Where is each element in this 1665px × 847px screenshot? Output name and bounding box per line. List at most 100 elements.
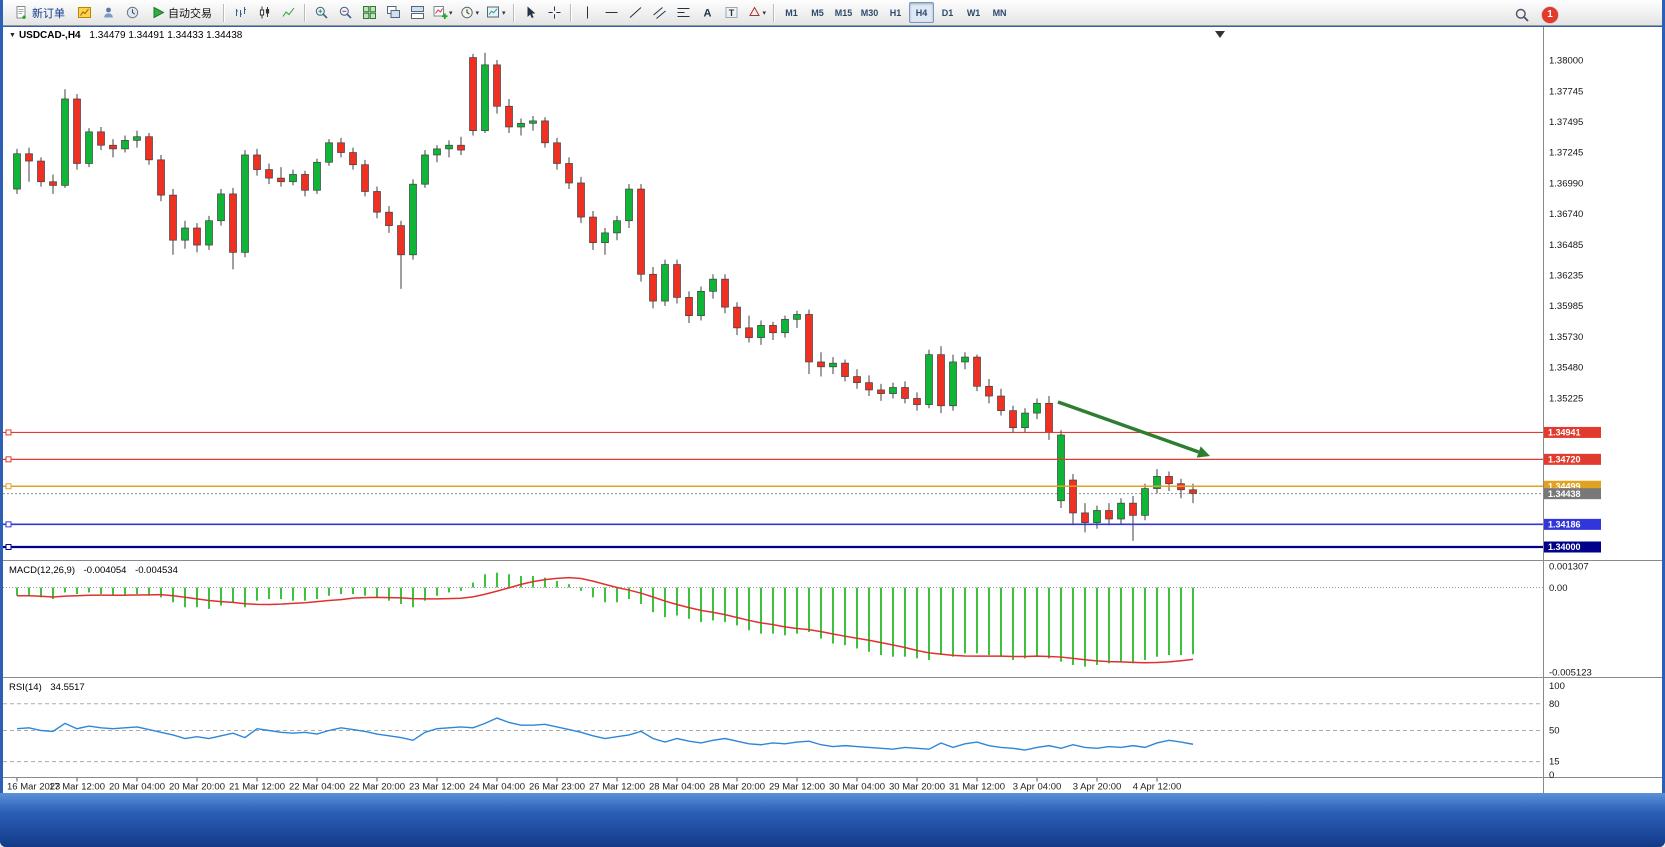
svg-text:A: A: [703, 8, 711, 20]
template-icon: [487, 6, 500, 18]
zoom-out-button[interactable]: [334, 2, 357, 23]
timeframe-m5-button[interactable]: M5: [805, 2, 830, 23]
hline-handle[interactable]: [5, 544, 12, 550]
new-order-button[interactable]: 新订单: [7, 2, 72, 23]
chart-canvas[interactable]: 1.38000 1.37745 1.37495 1.37245 1.36990 1.367…: [3, 27, 1662, 793]
chart-shift-marker[interactable]: [1215, 31, 1225, 38]
svg-text:3 Apr 04:00: 3 Apr 04:00: [1013, 782, 1062, 793]
periods-button[interactable]: ▾: [457, 2, 483, 23]
bar-chart-icon: [236, 7, 246, 17]
svg-text:15: 15: [1549, 757, 1560, 768]
toolbar-separator: [512, 3, 515, 22]
timeframe-m30-button[interactable]: M30: [857, 2, 882, 23]
vertical-line-button[interactable]: [576, 2, 599, 23]
panel-dividers: [3, 27, 1662, 793]
cascade-windows-button[interactable]: [382, 2, 405, 23]
shapes-icon: [748, 6, 760, 16]
toolbar-separator: [569, 3, 572, 22]
macd-indicator-label: MACD(12,26,9) -0.004054 -0.004534: [9, 565, 178, 576]
toolbar: 新订单 自动交易: [3, 0, 1662, 26]
timeframe-w1-button[interactable]: W1: [961, 2, 986, 23]
shapes-button[interactable]: ▾: [744, 2, 770, 23]
label-icon: T: [725, 7, 738, 18]
trendline-icon: [629, 7, 641, 18]
timeframe-h1-button[interactable]: H1: [883, 2, 908, 23]
auto-trading-button[interactable]: 自动交易: [145, 2, 219, 23]
price-scale: 1.38000 1.37745 1.37495 1.37245 1.36990 1.367…: [1544, 56, 1601, 553]
fibonacci-icon: [677, 8, 690, 17]
fibonacci-button[interactable]: [672, 2, 695, 23]
svg-text:0.00: 0.00: [1549, 583, 1568, 594]
svg-text:100: 100: [1549, 681, 1565, 692]
market-watch-button[interactable]: [121, 2, 144, 23]
profiles-icon: [104, 7, 113, 18]
macd-name: MACD(12,26,9): [9, 565, 75, 576]
svg-text:0.001307: 0.001307: [1549, 561, 1589, 572]
timeframe-m15-button[interactable]: M15: [831, 2, 856, 23]
timeframe-mn-button[interactable]: MN: [987, 2, 1012, 23]
text-icon: A: [703, 8, 711, 20]
candles-layer: [13, 52, 1197, 541]
svg-text:1.38000: 1.38000: [1549, 56, 1583, 67]
rsi-name: RSI(14): [9, 682, 42, 693]
zoom-in-button[interactable]: [310, 2, 333, 23]
channel-button[interactable]: [648, 2, 671, 23]
timeframe-d1-button[interactable]: D1: [935, 2, 960, 23]
svg-text:20 Mar 20:00: 20 Mar 20:00: [169, 782, 225, 793]
new-chart-button[interactable]: [73, 2, 96, 23]
profiles-button[interactable]: [97, 2, 120, 23]
timeframe-h4-button[interactable]: H4: [909, 2, 935, 23]
macd-main-value: -0.004054: [83, 565, 127, 576]
window-bottom-frame: [0, 793, 1665, 847]
trend-arrow-annotation[interactable]: [1057, 400, 1210, 458]
hline-handle[interactable]: [5, 483, 12, 490]
svg-text:1.35985: 1.35985: [1549, 301, 1583, 312]
svg-text:50: 50: [1549, 726, 1560, 737]
label-button[interactable]: T: [720, 2, 743, 23]
zoom-in-icon: [315, 6, 328, 19]
horizontal-line-button[interactable]: [600, 2, 623, 23]
hline-handle[interactable]: [5, 429, 12, 436]
svg-text:1.34438: 1.34438: [1548, 489, 1581, 499]
dropdown-arrow-icon: ▾: [449, 9, 453, 17]
timeframe-m1-button[interactable]: M1: [779, 2, 804, 23]
tile-windows-button[interactable]: [358, 2, 381, 23]
hline-handle[interactable]: [5, 521, 12, 528]
line-chart-button[interactable]: [277, 2, 300, 23]
candlestick-chart-button[interactable]: [253, 2, 276, 23]
svg-text:24 Mar 04:00: 24 Mar 04:00: [469, 782, 525, 793]
dropdown-arrow-icon: ▾: [762, 9, 767, 17]
market-watch-icon: [126, 6, 139, 19]
svg-text:1.36990: 1.36990: [1549, 178, 1583, 189]
indicators-icon: [433, 6, 448, 19]
svg-text:1.36740: 1.36740: [1549, 209, 1583, 220]
search-icon: [1515, 8, 1529, 22]
toolbar-separator: [304, 3, 306, 22]
price-tag: [1544, 453, 1601, 465]
text-button[interactable]: A: [696, 2, 719, 23]
svg-text:1.35480: 1.35480: [1549, 362, 1583, 373]
svg-text:1.34499: 1.34499: [1548, 481, 1581, 491]
new-order-icon: [16, 6, 26, 19]
chart-title: ▼ USDCAD-,H4 1.34479 1.34491 1.34433 1.34…: [9, 30, 242, 41]
notifications-badge[interactable]: 1: [1542, 6, 1558, 23]
svg-text:28 Mar 04:00: 28 Mar 04:00: [649, 782, 705, 793]
search-button[interactable]: [1510, 4, 1533, 25]
hline-handle[interactable]: [5, 456, 12, 463]
arrange-windows-button[interactable]: [406, 2, 429, 23]
symbol-period-label: USDCAD-,H4: [18, 30, 81, 41]
cursor-icon: [527, 6, 535, 18]
indicators-button[interactable]: ▾: [430, 2, 456, 23]
cursor-button[interactable]: [519, 2, 542, 23]
svg-text:30 Mar 04:00: 30 Mar 04:00: [829, 782, 885, 793]
svg-text:20 Mar 04:00: 20 Mar 04:00: [109, 782, 165, 793]
templates-button[interactable]: ▾: [483, 2, 509, 23]
trendline-button[interactable]: [624, 2, 647, 23]
svg-text:1.34000: 1.34000: [1548, 542, 1581, 552]
svg-text:27 Mar 12:00: 27 Mar 12:00: [589, 782, 645, 793]
dropdown-arrow-icon: ▾: [502, 9, 506, 17]
price-tag: [1544, 480, 1601, 492]
bar-chart-button[interactable]: [229, 2, 252, 23]
crosshair-button[interactable]: [543, 2, 566, 23]
